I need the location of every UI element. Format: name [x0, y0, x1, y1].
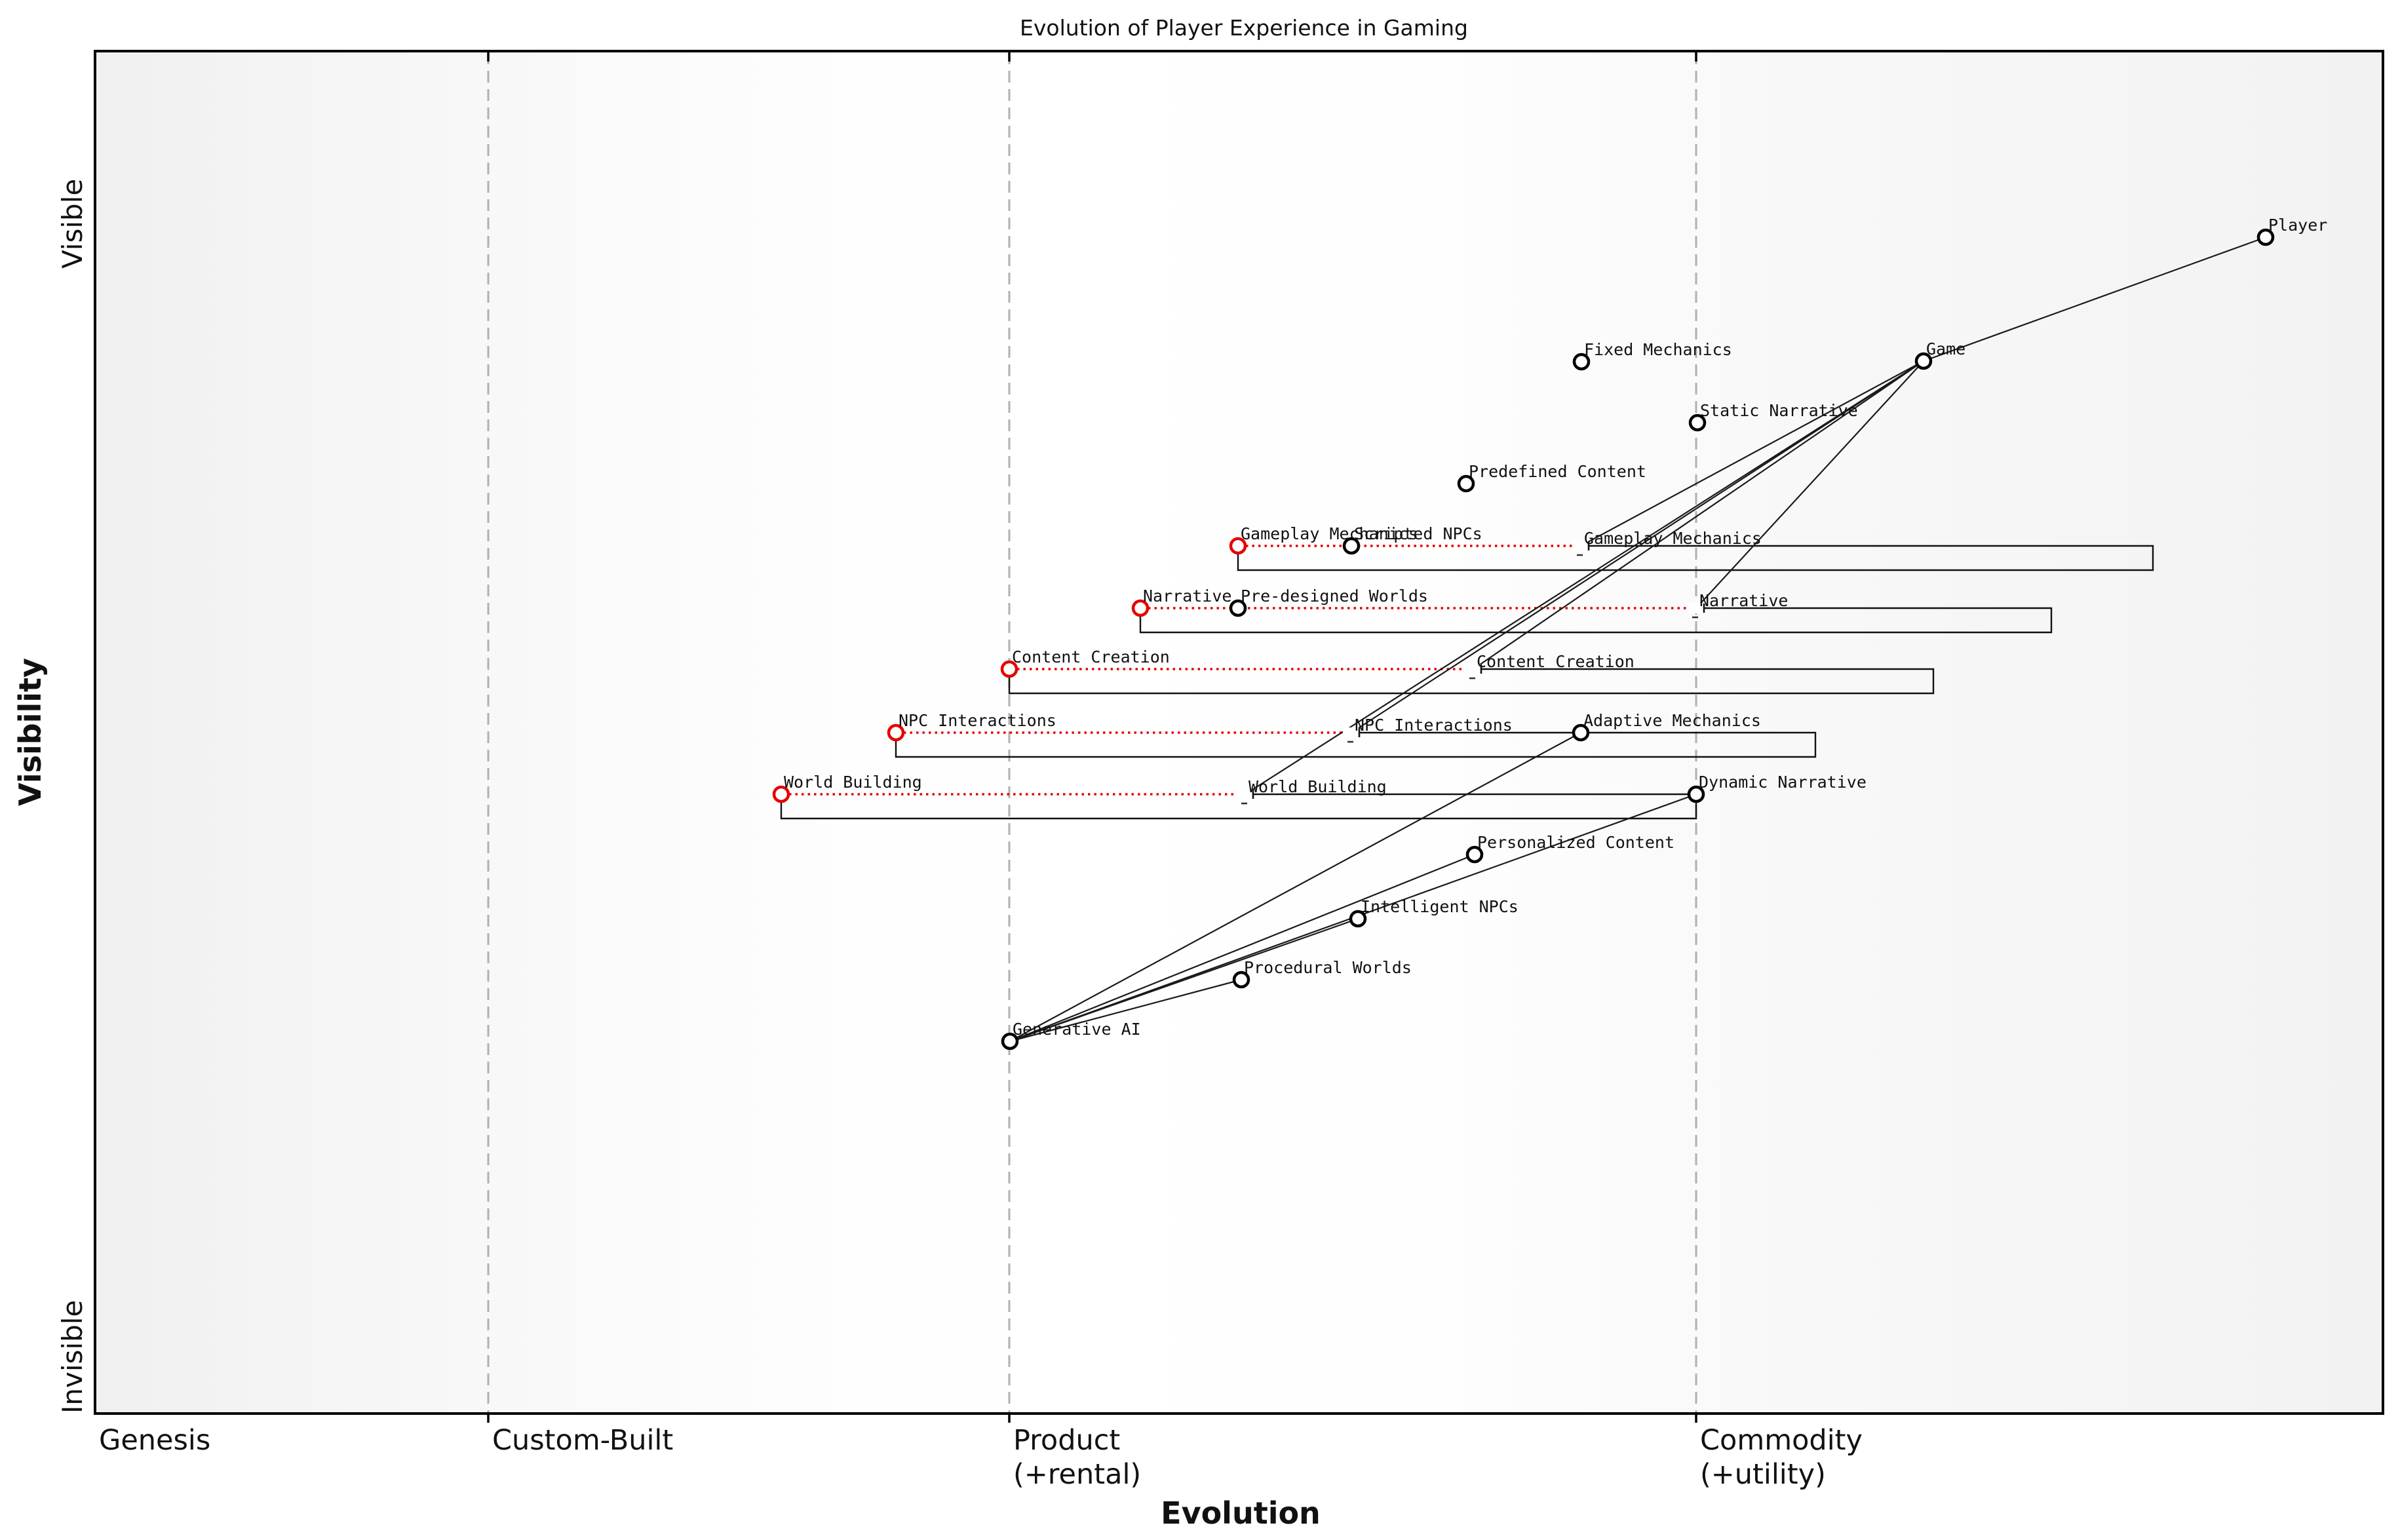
- evolved-label: Narrative: [1699, 591, 1788, 610]
- x-stage-label-commodity: Commodity: [1700, 1424, 1863, 1457]
- node-narrative: [1131, 599, 1150, 617]
- y-axis-title: Visibility: [12, 658, 48, 806]
- plot-background: [94, 50, 2384, 1415]
- y-tick-label-visible: Visible: [56, 179, 88, 269]
- evolved-label: World Building: [1248, 777, 1387, 796]
- node-procedural-worlds: [1232, 971, 1250, 989]
- evolution-box: [1237, 545, 2154, 571]
- edge-game--evo-gameplay-mechanics: [1580, 360, 1924, 547]
- evolved-marker: [1343, 727, 1359, 738]
- node-label-pre-designed-worlds: Pre-designed Worlds: [1241, 587, 1428, 606]
- evolution-box: [780, 793, 1697, 820]
- node-world-building: [772, 785, 790, 803]
- x-axis-title: Evolution: [1161, 1495, 1321, 1531]
- node-label-dynamic-narrative: Dynamic Narrative: [1699, 773, 1867, 792]
- edge-generative-ai--personalized-content: [1009, 853, 1475, 1043]
- node-npc-interactions: [887, 723, 905, 742]
- edge-player--game: [1923, 236, 2266, 362]
- evolution-boxes: [780, 545, 2154, 820]
- node-intelligent-npcs: [1349, 910, 1367, 928]
- node-generative-ai: [1001, 1032, 1019, 1050]
- x-stage-label-genesis: Genesis: [99, 1424, 210, 1457]
- node-label-static-narrative: Static Narrative: [1700, 401, 1858, 420]
- edge-game--evo-content-creation: [1473, 360, 1924, 670]
- node-label-intelligent-npcs: Intelligent NPCs: [1361, 897, 1519, 916]
- evolution-box: [1139, 607, 2053, 634]
- node-predefined-content: [1457, 474, 1475, 493]
- evolved-label: NPC Interactions: [1355, 716, 1513, 735]
- node-personalized-content: [1465, 845, 1484, 864]
- node-label-generative-ai: Generative AI: [1013, 1020, 1141, 1039]
- node-content-creation: [1000, 660, 1018, 678]
- node-pre-designed-worlds: [1229, 599, 1247, 617]
- node-fixed-mechanics: [1572, 353, 1591, 371]
- node-label-world-building: World Building: [784, 773, 922, 792]
- node-label-player: Player: [2268, 216, 2327, 235]
- node-label-predefined-content: Predefined Content: [1469, 462, 1646, 481]
- axis-ticks: [487, 51, 1697, 1423]
- dependency-edges: [1009, 236, 2266, 1043]
- evolution-box: [895, 731, 1817, 758]
- node-scripted-npcs: [1342, 537, 1361, 555]
- node-player: [2256, 228, 2275, 246]
- evolution-box: [1008, 668, 1935, 695]
- map-nodes: [772, 228, 2275, 1050]
- node-adaptive-mechanics: [1572, 723, 1590, 742]
- node-gameplay-mechanics: [1229, 537, 1247, 555]
- evolved-label: Gameplay Mechanics: [1584, 529, 1762, 548]
- evolved-label: Content Creation: [1477, 652, 1635, 671]
- node-label-content-creation: Content Creation: [1012, 647, 1170, 666]
- edge-generative-ai--procedural-worlds: [1009, 978, 1242, 1043]
- chart-title: Evolution of Player Experience in Gaming: [1020, 15, 1468, 41]
- x-stage-label-custom-built: Custom-Built: [492, 1424, 673, 1457]
- map-labels: Gameplay Mechanics Narrative Content Creat…: [784, 216, 2327, 1039]
- node-static-narrative: [1688, 414, 1707, 432]
- x-stage-label-product: Product: [1013, 1424, 1120, 1457]
- node-label-game: Game: [1926, 339, 1965, 358]
- evolution-arrows: [789, 545, 1688, 796]
- x-stage-sublabel-commodity: (+utility): [1700, 1458, 1826, 1491]
- node-label-scripted-npcs: Scripted NPCs: [1354, 524, 1482, 543]
- x-stage-sublabel-product: (+rental): [1013, 1458, 1141, 1491]
- node-label-procedural-worlds: Procedural Worlds: [1244, 958, 1412, 977]
- node-label-fixed-mechanics: Fixed Mechanics: [1584, 340, 1732, 359]
- evolved-marker: [1465, 664, 1481, 674]
- node-label-adaptive-mechanics: Adaptive Mechanics: [1583, 711, 1761, 730]
- x-axis-stage-labels: Genesis Custom-Built Product(+rental) Commo…: [99, 1424, 1863, 1491]
- node-label-personalized-content: Personalized Content: [1477, 833, 1674, 852]
- node-label-npc-interactions: NPC Interactions: [899, 711, 1056, 730]
- evolved-marker: [1237, 789, 1252, 799]
- edge-game--evo-npc-interactions: [1351, 360, 1924, 733]
- evolved-marker: [1572, 541, 1588, 551]
- node-game: [1914, 352, 1933, 370]
- evolved-marker: [1688, 603, 1703, 613]
- node-dynamic-narrative: [1687, 785, 1705, 803]
- evolved-markers: [1237, 541, 1705, 805]
- edge-game--evo-narrative: [1695, 360, 1924, 609]
- y-tick-label-invisible: Invisible: [56, 1300, 88, 1414]
- node-label-narrative: Narrative: [1143, 587, 1231, 606]
- edge-generative-ai--adaptive-mechanics: [1009, 732, 1581, 1042]
- node-label-gameplay-mechanics: Gameplay Mechanics: [1241, 524, 1418, 543]
- edge-game--evo-world-building: [1245, 360, 1924, 795]
